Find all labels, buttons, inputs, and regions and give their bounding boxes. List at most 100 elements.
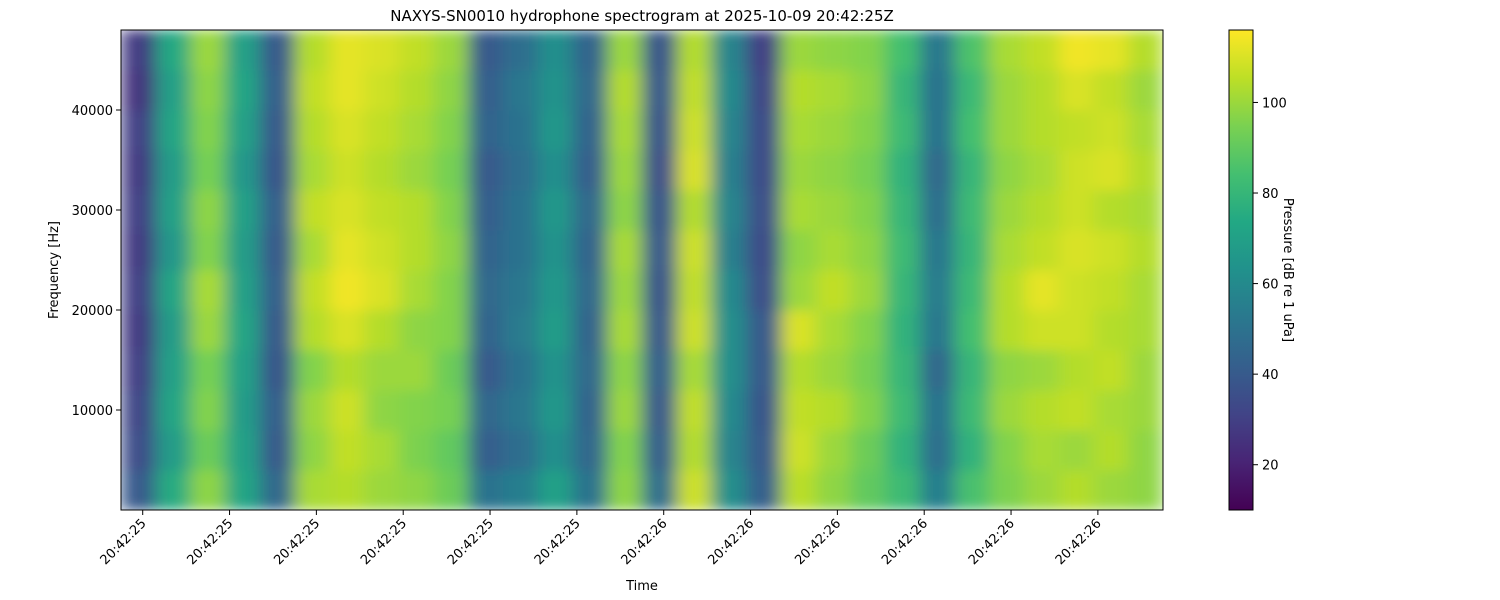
- cell: [954, 270, 990, 311]
- x-tick-label: 20:42:26: [705, 516, 757, 568]
- cell: [885, 310, 921, 351]
- cell: [746, 470, 782, 510]
- cell: [503, 270, 539, 311]
- heatmap: [121, 30, 1163, 510]
- cell: [398, 430, 435, 471]
- cell: [1024, 390, 1060, 431]
- cell: [121, 30, 157, 71]
- cell: [398, 150, 435, 191]
- cell: [537, 190, 574, 231]
- cell: [537, 430, 574, 471]
- cell: [155, 470, 191, 510]
- cell: [537, 390, 574, 431]
- cell: [711, 470, 747, 510]
- colorbar-tick-label: 20: [1262, 459, 1279, 474]
- cell: [780, 30, 817, 71]
- cell: [1093, 430, 1129, 471]
- cell: [885, 270, 921, 311]
- plot-frame: [120, 29, 1164, 511]
- cell: [850, 270, 886, 311]
- cell: [919, 270, 956, 311]
- cell: [1093, 70, 1129, 111]
- cell: [780, 350, 817, 391]
- cell: [1128, 430, 1163, 471]
- cell: [190, 270, 226, 311]
- cell: [294, 390, 330, 431]
- cell: [885, 390, 921, 431]
- cell: [294, 230, 330, 271]
- cell: [364, 230, 400, 271]
- cell: [190, 310, 226, 351]
- cell: [954, 390, 990, 431]
- cell: [642, 190, 678, 231]
- cell: [121, 230, 157, 271]
- cell: [1058, 190, 1095, 231]
- cell: [815, 70, 851, 111]
- cell: [1093, 110, 1129, 151]
- cell: [954, 310, 990, 351]
- cell: [121, 110, 157, 151]
- cell: [1093, 230, 1129, 271]
- cell: [850, 190, 886, 231]
- cell: [711, 230, 747, 271]
- cell: [190, 70, 226, 111]
- cell: [1128, 150, 1163, 191]
- cell: [1024, 110, 1060, 151]
- cell: [259, 310, 296, 351]
- cell: [919, 310, 956, 351]
- x-tick-label: 20:42:25: [358, 516, 410, 568]
- cell: [121, 150, 157, 191]
- cell: [989, 150, 1025, 191]
- cell: [190, 30, 226, 71]
- cell: [433, 430, 469, 471]
- cell: [537, 230, 574, 271]
- cell: [121, 430, 157, 471]
- x-tick-label: 20:42:26: [879, 516, 931, 568]
- cell: [885, 230, 921, 271]
- cell: [1024, 270, 1060, 311]
- cell: [642, 150, 678, 191]
- cell: [676, 190, 712, 231]
- x-tick-label: 20:42:26: [966, 516, 1018, 568]
- cell: [1058, 390, 1095, 431]
- cell: [468, 190, 504, 231]
- cell: [503, 470, 539, 510]
- cell: [572, 230, 608, 271]
- cell: [121, 70, 157, 111]
- cell: [711, 30, 747, 71]
- cell: [746, 350, 782, 391]
- cell: [885, 470, 921, 510]
- cell: [642, 230, 678, 271]
- x-tick-label: 20:42:25: [98, 516, 150, 568]
- cell: [1128, 350, 1163, 391]
- cell: [259, 150, 296, 191]
- cell: [919, 70, 956, 111]
- cell: [225, 470, 261, 510]
- cell: [364, 30, 400, 71]
- colorbar-tick-label: 40: [1262, 368, 1279, 383]
- cell: [850, 30, 886, 71]
- cell: [746, 390, 782, 431]
- cell: [746, 430, 782, 471]
- x-tick-label: 20:42:25: [271, 516, 323, 568]
- cell: [850, 350, 886, 391]
- cell: [607, 390, 643, 431]
- cell: [642, 30, 678, 71]
- cell: [850, 310, 886, 351]
- cell: [572, 110, 608, 151]
- colorbar-label: Pressure [dB re 1 uPa]: [1280, 198, 1295, 342]
- cell: [364, 150, 400, 191]
- cell: [989, 430, 1025, 471]
- cell: [294, 190, 330, 231]
- cell: [607, 190, 643, 231]
- cell: [780, 430, 817, 471]
- cell: [259, 350, 296, 391]
- cell: [989, 30, 1025, 71]
- cell: [780, 270, 817, 311]
- cell: [364, 470, 400, 510]
- cell: [433, 110, 469, 151]
- cell: [711, 310, 747, 351]
- x-axis-label: Time: [625, 579, 658, 594]
- cell: [225, 430, 261, 471]
- cell: [989, 70, 1025, 111]
